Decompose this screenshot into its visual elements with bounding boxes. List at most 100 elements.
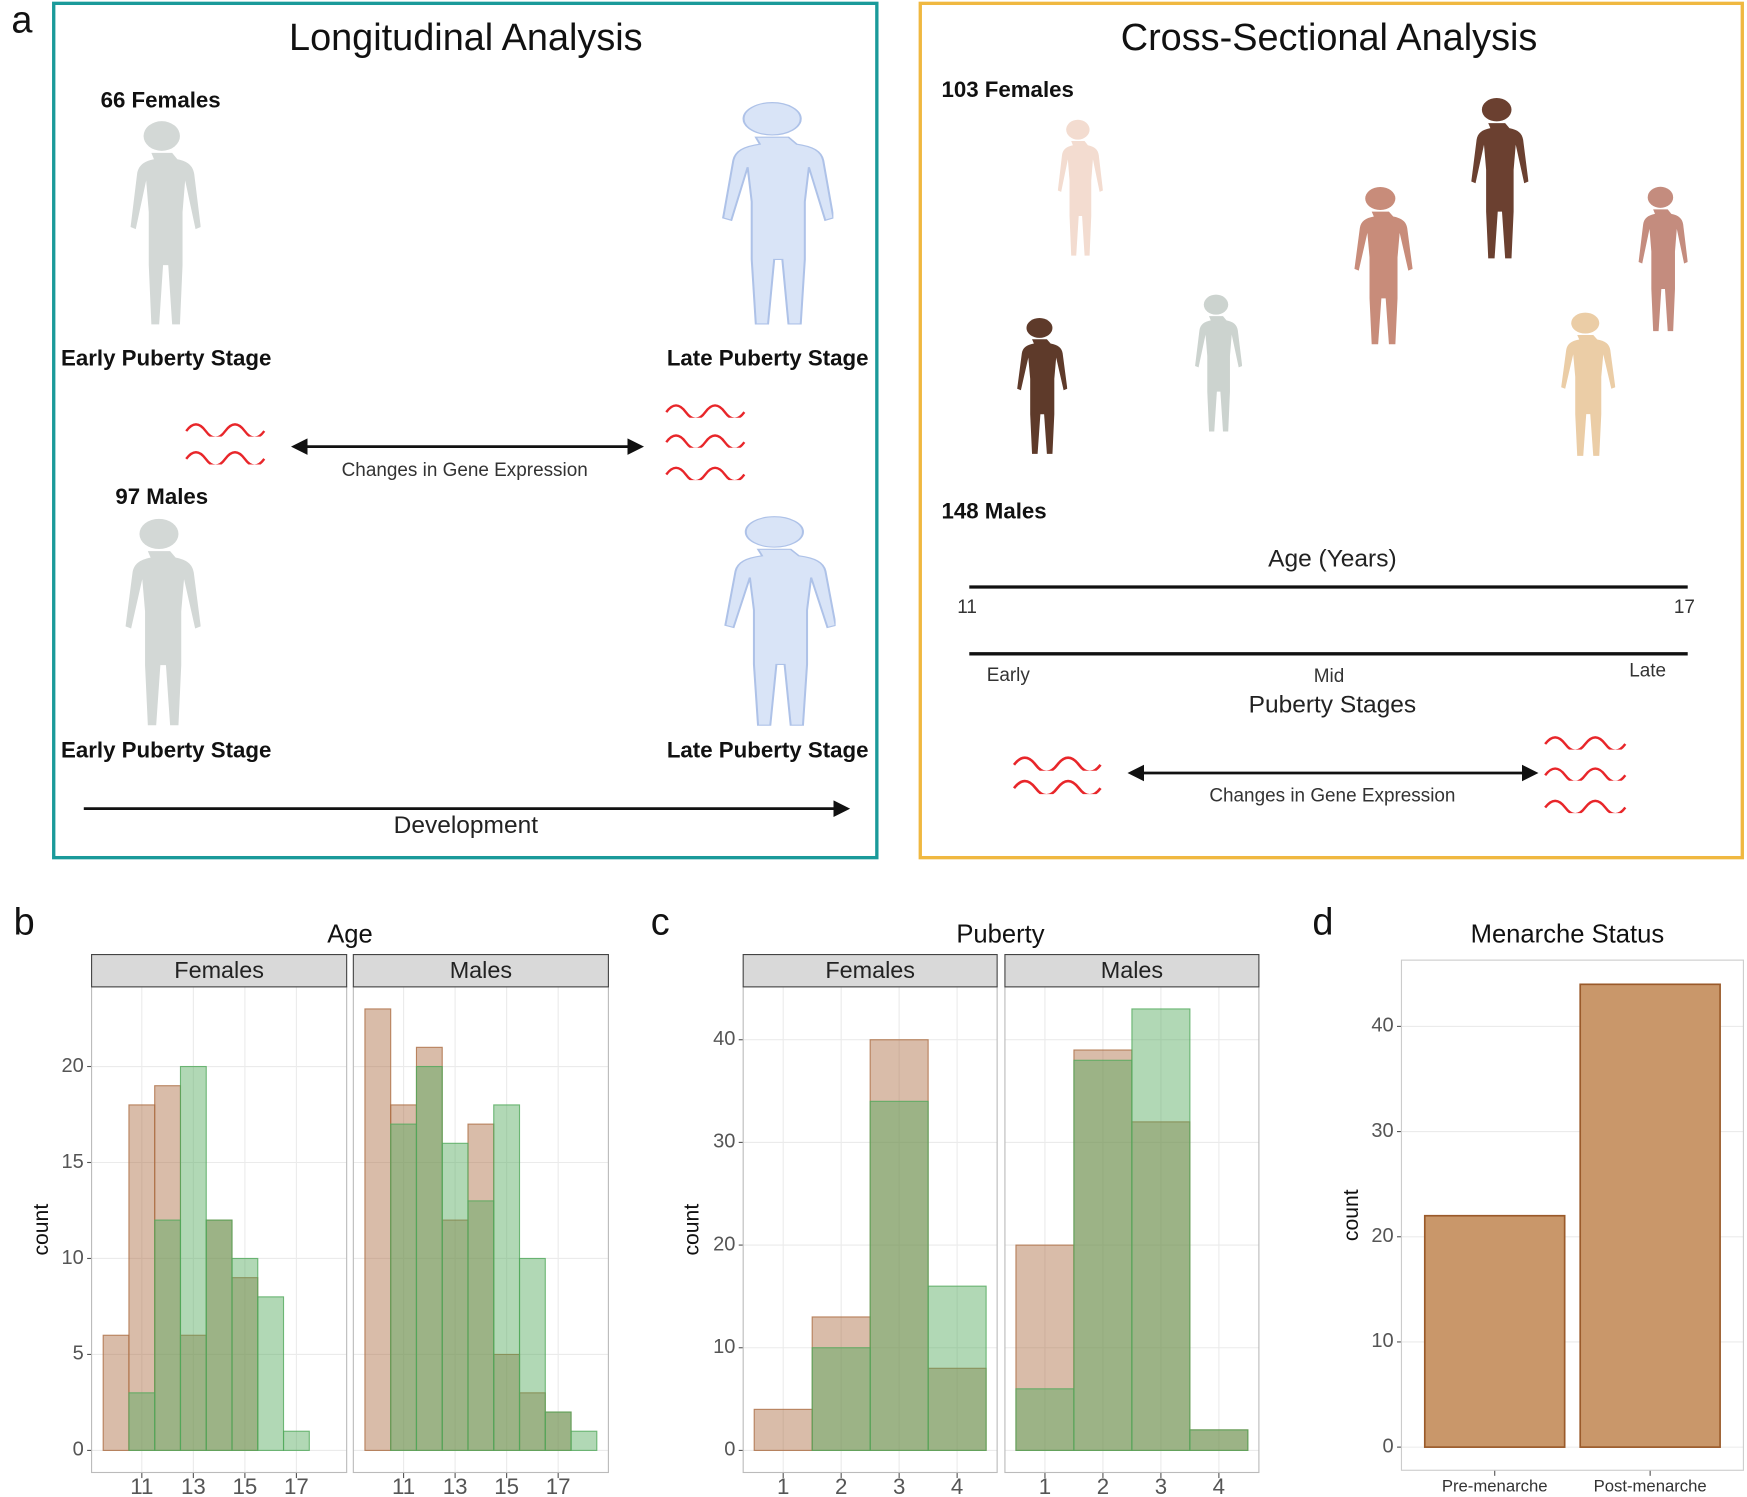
histogram-bar (467, 1123, 495, 1451)
y-tick-label: 0 (724, 1439, 735, 1461)
histogram-bar (1015, 1388, 1075, 1451)
x-tick-label: 1 (777, 1474, 789, 1497)
y-tick-label: 40 (713, 1028, 735, 1050)
histogram-bar (927, 1285, 987, 1451)
chart-title: Puberty (956, 920, 1044, 948)
chart-title: Menarche Status (1471, 920, 1665, 948)
x-tick-label: 2 (1097, 1474, 1109, 1497)
figure-icon (722, 101, 834, 325)
cross-sectional-box (918, 1, 1744, 860)
x-tick-label: Pre-menarche (1442, 1476, 1548, 1495)
figure-icon (130, 121, 201, 325)
section-title: Longitudinal Analysis (289, 17, 643, 59)
wave-icon (184, 450, 266, 465)
y-tick-label: 5 (73, 1343, 84, 1365)
figure-icon (1354, 187, 1413, 345)
histogram-bar (179, 1334, 207, 1451)
wave-icon (1012, 756, 1102, 771)
y-tick-label: 10 (713, 1336, 735, 1358)
histogram-bar (282, 1430, 310, 1451)
wave-icon (184, 423, 266, 437)
panel-label: b (14, 901, 35, 943)
chart-title: Age (327, 920, 373, 948)
x-tick-label: 3 (1155, 1474, 1167, 1497)
y-tick-label: 0 (73, 1439, 84, 1461)
stage-label: Late Puberty Stage (667, 738, 869, 763)
histogram-bar (257, 1296, 285, 1451)
stage-label: Early Puberty Stage (61, 346, 271, 371)
x-tick-label: Post-menarche (1594, 1476, 1707, 1495)
histogram-bar (441, 1142, 469, 1451)
histogram-bar (231, 1277, 259, 1451)
y-tick-label: 20 (713, 1233, 735, 1255)
x-tick-label: 15 (494, 1474, 519, 1497)
arrow-label: Changes in Gene Expression (1209, 785, 1455, 806)
histogram-bar (154, 1219, 182, 1451)
group-label: 97 Males (115, 484, 208, 509)
histogram-bar (518, 1257, 546, 1451)
axis-end-label: 17 (1674, 597, 1695, 618)
histogram-bar (128, 1392, 156, 1451)
wave-icon (1543, 799, 1627, 814)
y-tick-label: 15 (62, 1151, 84, 1173)
histogram-bar (390, 1123, 418, 1451)
longitudinal-box (52, 1, 879, 860)
group-label: 148 Males (941, 498, 1046, 523)
figure-icon (125, 518, 201, 726)
histogram-bar (869, 1039, 929, 1451)
x-tick-label: 17 (546, 1474, 571, 1497)
wave-icon (1543, 736, 1627, 750)
panel-label: d (1312, 901, 1333, 943)
histogram-bar (179, 1065, 207, 1451)
stage-label: Late (1629, 661, 1666, 682)
stage-label: Early (987, 665, 1031, 686)
facet-label: Males (450, 957, 512, 983)
histogram-bar (1131, 1008, 1191, 1451)
panel-background (91, 986, 347, 1473)
wave-icon (1543, 767, 1627, 781)
x-tick-label: 11 (130, 1474, 153, 1497)
wave-icon (1012, 779, 1102, 795)
histogram-bar (753, 1408, 813, 1451)
figure-icon (724, 515, 836, 727)
y-tick-label: 10 (62, 1247, 84, 1269)
y-tick-label: 30 (1371, 1120, 1393, 1142)
y-tick-label: 40 (1371, 1015, 1393, 1037)
x-tick-label: 4 (951, 1474, 963, 1497)
x-tick-label: 4 (1213, 1474, 1225, 1497)
facet-label: Females (174, 957, 264, 983)
histogram-bar (1015, 1244, 1075, 1451)
y-tick-label: 10 (1371, 1330, 1393, 1352)
facet-label: Males (1101, 957, 1163, 983)
facet-strip (1004, 954, 1260, 988)
histogram-bar (231, 1257, 259, 1451)
stage-label: Mid (1314, 666, 1345, 687)
x-tick-label: 11 (392, 1474, 415, 1497)
histogram-bar (102, 1334, 130, 1451)
histogram-bar (869, 1100, 929, 1451)
histogram-bar (415, 1065, 443, 1451)
x-tick-label: 15 (232, 1474, 257, 1497)
panel-label: a (11, 0, 33, 41)
bar (1579, 983, 1721, 1448)
y-tick-label: 20 (1371, 1225, 1393, 1247)
axis-title: Age (Years) (1268, 546, 1396, 573)
facet-label: Females (825, 957, 915, 983)
x-tick-label: 3 (893, 1474, 905, 1497)
histogram-bar (1189, 1429, 1249, 1451)
figure-icon (1057, 119, 1103, 256)
stage-label: Early Puberty Stage (61, 738, 271, 763)
histogram-bar (570, 1430, 598, 1451)
figure-icon (1471, 98, 1529, 259)
section-title: Cross-Sectional Analysis (1121, 17, 1538, 59)
histogram-bar (390, 1104, 418, 1451)
figure-icon (1638, 186, 1688, 332)
y-tick-label: 30 (713, 1131, 735, 1153)
y-axis-label: count (681, 1204, 704, 1256)
panel-border (1400, 959, 1744, 1471)
arrow-label: Changes in Gene Expression (342, 460, 588, 481)
panel-background (353, 986, 609, 1473)
x-tick-label: 13 (443, 1474, 468, 1497)
x-tick-label: 1 (1039, 1474, 1051, 1497)
panel-label: c (651, 901, 670, 943)
